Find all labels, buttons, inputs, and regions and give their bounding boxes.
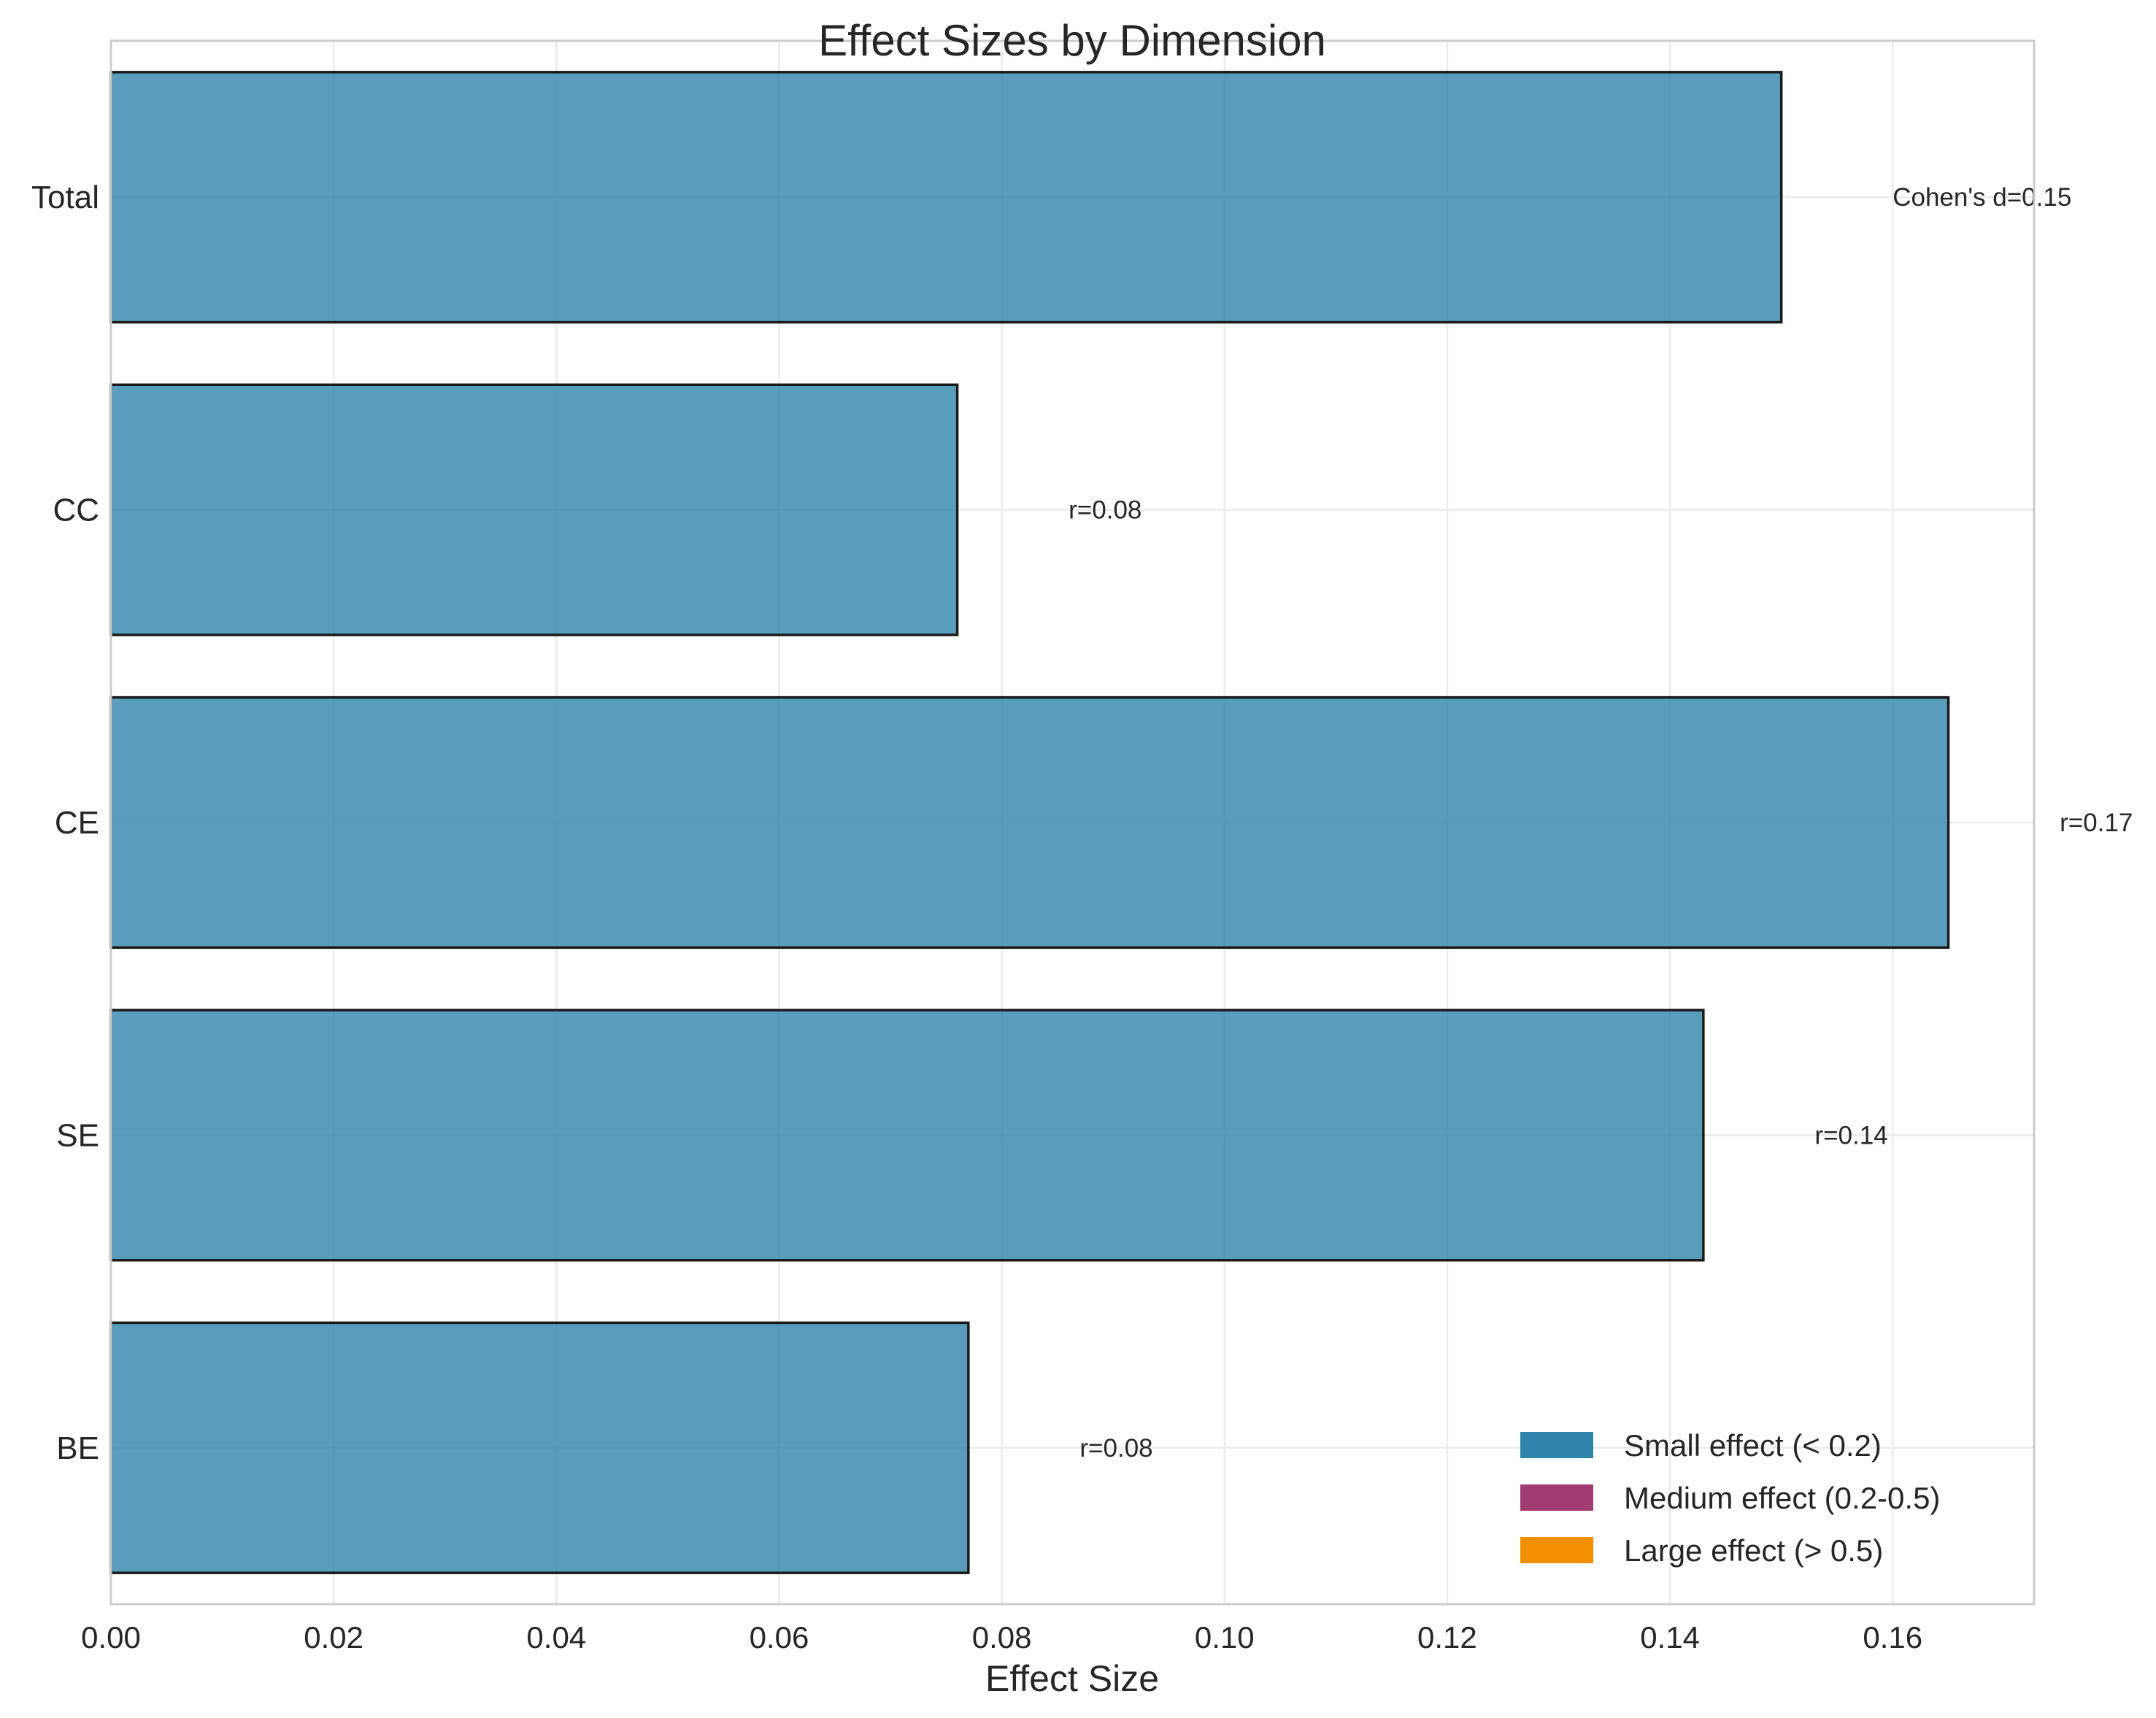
bar-value-label: Cohen's d=0.15 [1893,183,2071,212]
legend-swatch [1520,1484,1593,1511]
x-tick-label: 0.06 [750,1620,809,1655]
legend-label: Small effect (< 0.2) [1624,1428,1882,1463]
y-tick-label: SE [56,1117,99,1153]
legend-swatch [1520,1432,1593,1458]
bar-be [109,1321,970,1574]
bar-total [109,71,1783,324]
bars [109,71,1950,1574]
y-axis: Total CC CE SE BE [31,180,99,1466]
bar-cc [109,383,959,636]
bar-value-label: r=0.14 [1814,1121,1887,1149]
x-tick-label: 0.02 [304,1620,363,1655]
y-tick-label: BE [56,1430,99,1466]
bar-value-label: r=0.08 [1079,1434,1152,1463]
x-tick-label: 0.14 [1640,1620,1700,1655]
bar-labels: Cohen's d=0.15 r=0.08 r=0.17 r=0.14 r=0.08 [1069,183,2133,1463]
x-axis: 0.00 0.02 0.04 0.06 0.08 0.10 0.12 0.14 0.16 [81,1620,1922,1655]
x-tick-label: 0.04 [526,1620,586,1655]
y-tick-label: CC [53,493,99,528]
x-tick-label: 0.00 [81,1620,141,1655]
bar-ce [109,696,1950,949]
plot-frame [109,39,2036,1606]
y-tick-label: Total [31,180,99,215]
bar-value-label: r=0.08 [1069,496,1141,525]
x-tick-label: 0.08 [972,1620,1032,1655]
chart-title: Effect Sizes by Dimension [818,16,1326,65]
legend-label: Medium effect (0.2-0.5) [1624,1481,1940,1515]
legend-label: Large effect (> 0.5) [1624,1533,1883,1568]
bar-se [109,1009,1705,1262]
x-tick-label: 0.12 [1417,1620,1477,1655]
legend-swatch [1520,1537,1593,1563]
x-axis-label: Effect Size [985,1658,1159,1699]
bar-value-label: r=0.17 [2060,809,2133,837]
legend: Small effect (< 0.2) Medium effect (0.2-0… [1520,1428,1940,1568]
x-tick-label: 0.10 [1195,1620,1255,1655]
x-tick-label: 0.16 [1863,1620,1922,1655]
y-tick-label: CE [55,805,99,841]
